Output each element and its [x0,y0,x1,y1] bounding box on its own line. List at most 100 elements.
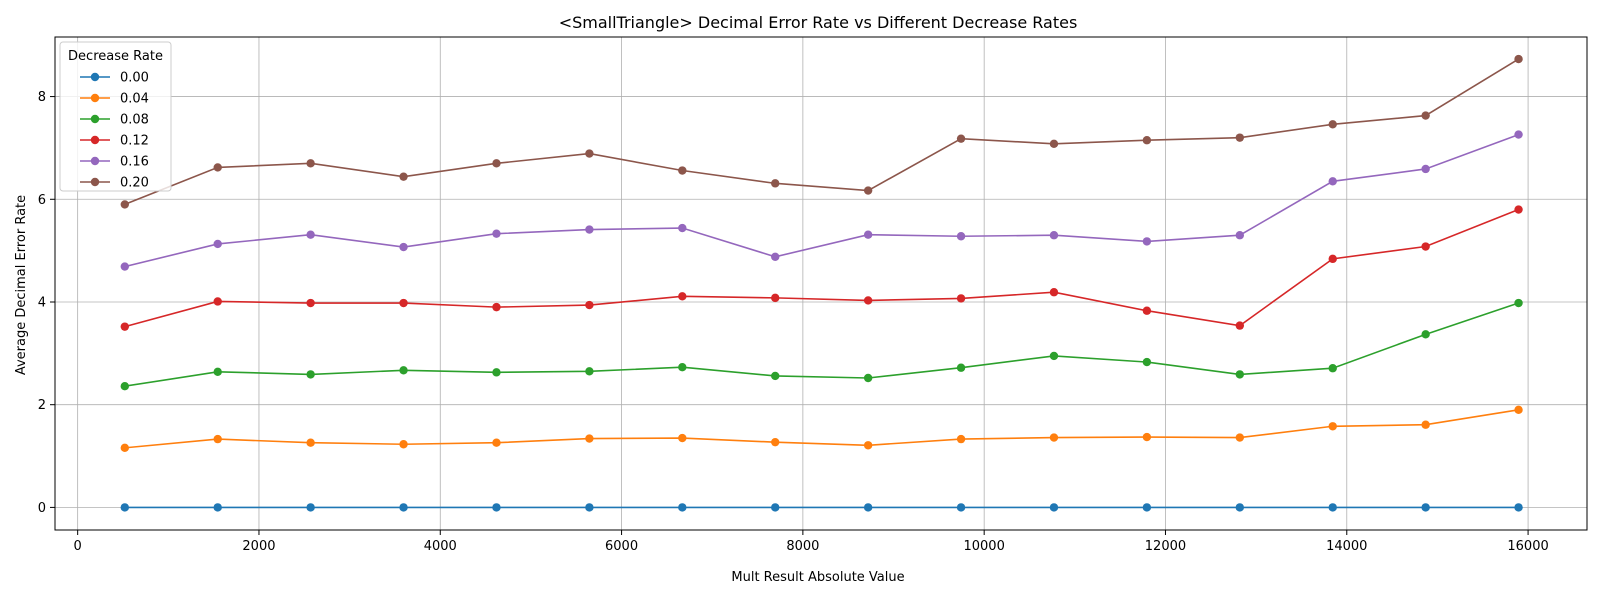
series-line [124,133,1519,268]
data-point [1142,357,1152,367]
data-point [1235,370,1245,379]
data-point [213,434,222,444]
data-point [399,503,408,512]
data-point [863,373,873,383]
data-point [492,302,501,312]
data-point [956,232,966,241]
legend-marker [90,72,100,82]
data-point [1514,54,1523,64]
data-point [492,159,501,168]
x-axis-label: Mult Result Absolute Value [731,570,904,585]
data-point [120,322,130,331]
data-point [306,438,315,447]
data-point [863,503,873,512]
data-point [1514,405,1523,415]
data-point [863,186,873,195]
data-point [213,297,222,306]
data-point [1142,237,1152,246]
legend-marker [90,93,100,103]
x-tick-label: 10000 [963,539,1004,554]
data-point [1049,139,1059,149]
data-point [399,242,408,252]
y-tick-label: 8 [38,90,46,105]
data-point [306,370,315,379]
legend-item: 0.04 [80,92,149,107]
data-point [120,200,130,209]
data-point [585,434,594,443]
data-point [678,363,687,372]
legend-item: 0.16 [80,155,149,170]
data-point [956,134,966,143]
y-tick-label: 0 [38,501,46,516]
data-point [399,366,408,375]
data-point [863,230,873,239]
data-point [399,172,408,181]
series-line [124,302,1519,387]
data-point [1235,321,1245,330]
legend: Decrease Rate 0.00 0.04 0.08 0.12 0.16 0.20 [59,41,172,192]
data-point [399,298,408,308]
data-point [1049,503,1059,512]
data-point [585,503,594,512]
data-point [678,166,687,175]
data-point [120,382,130,391]
x-tick-label: 6000 [605,539,638,554]
data-point [1142,503,1152,512]
data-point [492,368,501,377]
series-line [124,208,1519,328]
series-0.04 [120,405,1523,453]
data-point [1514,503,1523,512]
data-point [306,230,315,239]
legend-marker [90,156,100,166]
axis-ticks: 0 2000 4000 6000 8000 10000 12000 14000 16000 0 2 4… [38,90,1549,554]
legend-label: 0.08 [120,113,149,128]
data-point [1235,503,1245,512]
series-0.20 [120,54,1523,209]
y-tick-label: 2 [38,398,46,413]
legend-label: 0.04 [120,92,149,107]
data-point [1142,432,1152,442]
data-point [1328,120,1337,129]
y-axis-label: Average Decimal Error Rate [14,195,29,375]
data-point [1421,330,1430,339]
legend-title: Decrease Rate [68,49,163,64]
data-point [492,503,501,512]
data-point [771,252,780,261]
data-point [306,503,315,512]
data-point [1049,433,1059,442]
data-point [956,434,966,444]
data-point [1421,164,1430,174]
legend-item: 0.08 [80,113,149,128]
data-point [120,503,130,512]
data-point [306,159,315,168]
legend-label: 0.20 [120,176,149,191]
series-0.08 [120,298,1523,391]
series-0.00 [120,503,1523,512]
data-point [771,293,780,303]
data-point [1235,433,1245,442]
data-point [492,438,501,447]
x-tick-label: 0 [74,539,82,554]
data-point [1328,422,1337,431]
legend-item: 0.00 [80,71,149,86]
plot-frame [54,36,1588,531]
data-point [1421,420,1430,429]
data-point [678,433,687,443]
data-point [771,503,780,512]
x-tick-label: 2000 [242,539,275,554]
data-point [956,363,966,372]
data-point [1514,205,1523,214]
data-point [1142,306,1152,315]
legend-box [59,41,172,192]
legend-marker [90,177,100,187]
data-point [1049,351,1059,361]
data-point [678,503,687,512]
series-line [124,409,1519,449]
y-tick-label: 4 [38,295,46,310]
x-tick-label: 12000 [1145,539,1186,554]
data-point [213,503,222,512]
data-point [399,440,408,449]
data-point [1514,130,1523,139]
legend-label: 0.16 [120,155,149,170]
